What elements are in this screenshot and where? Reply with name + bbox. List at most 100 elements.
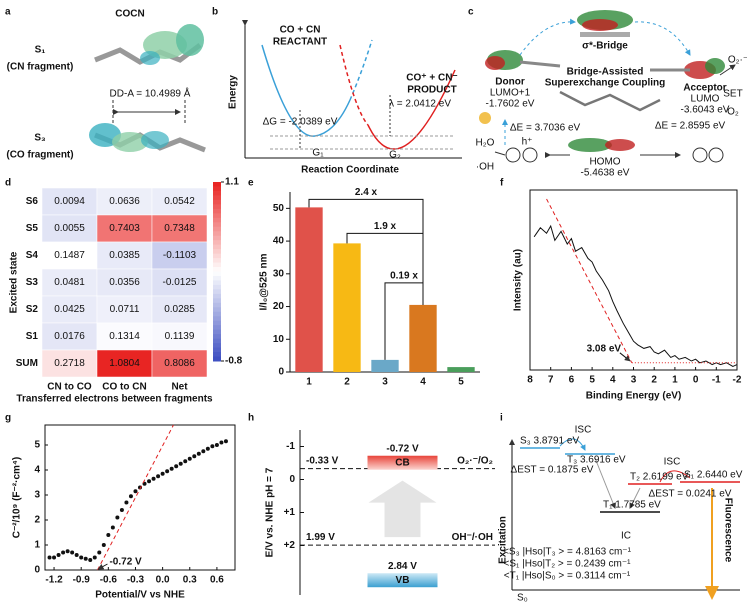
species-label: H₂O <box>476 138 495 149</box>
series-line <box>533 224 738 367</box>
row-label: S3 <box>26 277 39 288</box>
homo-label: HOMO <box>589 157 620 168</box>
point <box>147 479 152 484</box>
fit-line <box>97 424 174 571</box>
point <box>183 459 188 464</box>
panel-letter: g <box>5 413 11 424</box>
cell-label: 0.1139 <box>165 331 195 342</box>
row-label: SUM <box>16 358 38 369</box>
heat-cell <box>41 187 98 216</box>
colorbar-label: -0.8 <box>225 356 243 367</box>
cell-label: 0.0636 <box>109 196 140 207</box>
y-tick-label: +1 <box>284 507 296 518</box>
state-label: G₁ <box>312 148 324 159</box>
point <box>52 555 57 560</box>
axis-label: Transferred electrons between fragments <box>16 394 213 405</box>
cell-label: 0.0481 <box>54 277 85 288</box>
bar <box>371 359 399 372</box>
point <box>61 550 66 555</box>
heat-cell <box>96 214 153 243</box>
row-label: S2 <box>26 304 39 315</box>
colorbar-strip <box>213 275 221 281</box>
x-tick-label: 5 <box>589 375 595 386</box>
band-label: VB <box>396 575 410 586</box>
product-label: PRODUCT <box>407 85 456 96</box>
y-tick-label: 0 <box>289 474 295 485</box>
cell-label: 0.0285 <box>164 304 195 315</box>
fragment-label: (CN fragment) <box>7 62 74 73</box>
heat-cell <box>96 295 153 324</box>
process-label: SET <box>723 89 742 100</box>
point <box>74 553 79 557</box>
state-label: S₃ <box>34 133 46 144</box>
y-tick-label: 4 <box>34 465 40 476</box>
axis-label: Excited state <box>9 251 20 313</box>
point <box>119 508 124 512</box>
point <box>92 555 97 560</box>
colorbar-strip <box>213 298 221 304</box>
x-tick-label: 6 <box>569 375 575 386</box>
colorbar-label: 1.1 <box>225 177 239 188</box>
donor-label: -1.7602 eV <box>486 99 535 110</box>
axis-label: Potential/V vs NHE <box>95 590 185 601</box>
energy-label: ΔG = -2.0389 eV <box>263 117 338 128</box>
cell-label: 0.7403 <box>109 223 140 234</box>
heat-cell <box>151 268 208 297</box>
colorbar-strip <box>213 199 221 205</box>
point <box>219 440 224 445</box>
molecule-s3 <box>89 123 206 153</box>
bar <box>447 367 475 372</box>
point <box>169 466 174 471</box>
ratio-label: 2.4 x <box>355 187 378 198</box>
y-tick-label: 20 <box>273 301 285 312</box>
state-label: S₁ <box>35 45 46 56</box>
row-label: S4 <box>26 250 39 261</box>
molecule-s1 <box>94 24 204 65</box>
colorbar-strip <box>213 262 221 268</box>
row-label: S6 <box>26 196 39 207</box>
row-label: S5 <box>26 223 39 234</box>
axis-label: C⁻²/10⁹ (F⁻²·cm⁴) <box>12 457 23 538</box>
x-tick-label: 3 <box>631 375 637 386</box>
energy-label: ΔE = 2.8595 eV <box>655 121 726 132</box>
cell-label: 0.0055 <box>54 223 85 234</box>
level-label: S₃ 3.8791 eV <box>520 436 579 447</box>
y-tick-label: 1 <box>34 540 40 551</box>
y-tick-label: 0 <box>34 565 40 576</box>
arrow-shape <box>368 480 437 538</box>
cell-label: 0.0176 <box>54 331 85 342</box>
bar <box>333 243 361 372</box>
band-label: CB <box>395 457 409 468</box>
series-line <box>546 198 633 364</box>
column-label: CN to CO <box>47 382 92 393</box>
colorbar-strip <box>213 240 221 246</box>
y-tick-label: 30 <box>273 268 285 279</box>
colorbar-strip <box>213 320 221 326</box>
y-tick-label: 2 <box>34 515 40 526</box>
point <box>178 461 183 466</box>
heat-cell <box>96 322 153 351</box>
point <box>106 533 111 537</box>
colorbar-strip <box>213 329 221 335</box>
point <box>65 549 70 554</box>
colorbar-strip <box>213 271 221 277</box>
x-tick-label: 0 <box>693 375 699 386</box>
colorbar-strip <box>213 284 221 290</box>
colorbar-strip <box>213 244 221 250</box>
colorbar-strip <box>213 231 221 237</box>
colorbar-strip <box>213 267 221 272</box>
point <box>101 543 106 547</box>
point <box>124 500 129 505</box>
y-tick-label: 3 <box>34 490 40 501</box>
point <box>70 550 75 555</box>
bracket <box>346 232 424 305</box>
point <box>214 443 219 447</box>
panel-letter: f <box>500 178 504 189</box>
y-tick-label: 5 <box>34 440 40 451</box>
heat-cell <box>151 187 208 216</box>
process-label: ISC <box>575 425 592 436</box>
heat-cell <box>41 268 98 297</box>
colorbar-strip <box>213 213 221 219</box>
level-label: S₀ <box>517 593 528 604</box>
heat-cell <box>96 349 153 378</box>
